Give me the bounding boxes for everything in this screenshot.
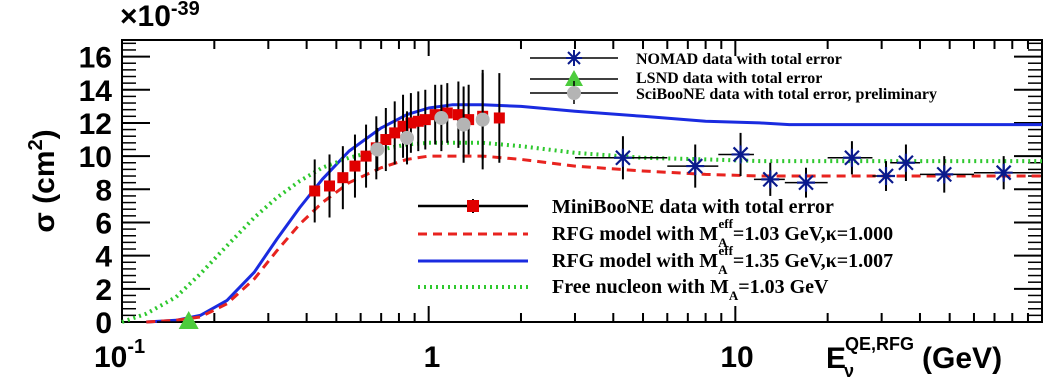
miniboone-point <box>493 112 505 124</box>
data-points <box>156 69 1042 329</box>
curve-free-nucleon-with-m-a-1-03-gev <box>121 140 1042 324</box>
miniboone-point <box>309 185 321 197</box>
sciboone-point <box>370 142 385 157</box>
sciboone-point <box>434 110 449 125</box>
y-tick-label-6: 6 <box>95 207 112 240</box>
legend-rfg103-label: RFG model with MAeff=1.03 GeV,κ=1.000 <box>552 216 893 250</box>
nomad-point <box>731 145 750 164</box>
miniboone-point <box>349 160 361 172</box>
legend-nomad-star-icon <box>566 50 582 66</box>
y-tick-label-12: 12 <box>79 108 112 141</box>
miniboone-point <box>441 107 453 119</box>
miniboone-point <box>419 114 431 126</box>
nomad-point <box>935 165 954 184</box>
legend-lsnd-label: LSND data with total error <box>636 70 822 87</box>
y-tick-label-2: 2 <box>95 274 112 307</box>
miniboone-point <box>324 180 336 192</box>
legend-miniboone-label: MiniBooNE data with total error <box>552 196 834 218</box>
miniboone-point <box>452 109 464 121</box>
x-tick-label-0.1: 10-1 <box>94 336 145 374</box>
legend-top: NOMAD data with total error LSND data wi… <box>530 50 937 104</box>
curve-rfg-model-with-m-a-eff-1-03-gev-1-000 <box>146 154 1042 324</box>
x-axis-title: EνQE,RFG (GeV) <box>826 334 1002 381</box>
nomad-point <box>761 170 780 189</box>
legend-lsnd-triangle-icon <box>565 70 583 86</box>
nomad-point <box>896 153 915 172</box>
legend-rfg135-label: RFG model with MAeff=1.35 GeV,κ=1.007 <box>552 243 893 277</box>
legend-miniboone-square-icon <box>467 200 479 212</box>
axis-ticks <box>121 40 1043 323</box>
miniboone-point <box>405 117 417 129</box>
miniboone-point <box>429 109 441 121</box>
y-tick-label-8: 8 <box>95 174 112 207</box>
miniboone-point <box>397 120 409 132</box>
y-tick-label-4: 4 <box>95 241 112 274</box>
legend-bottom: MiniBooNE data with total error RFG mode… <box>418 196 893 303</box>
y-tick-label-16: 16 <box>79 42 112 75</box>
miniboone-point <box>360 150 372 162</box>
miniboone-point <box>389 127 401 139</box>
legend-sciboone-circle-icon <box>567 86 581 100</box>
miniboone-point <box>337 172 349 184</box>
y-tick-label-0: 0 <box>95 307 112 340</box>
legend-free-nucleon-label: Free nucleon with MA=1.03 GeV <box>552 276 829 303</box>
nomad-point <box>994 163 1013 182</box>
x-tick-label-10: 10 <box>720 341 753 374</box>
y-tick-label-14: 14 <box>79 75 113 108</box>
x-tick-label-1: 1 <box>424 341 441 374</box>
y-exponent-label: ×10-39 <box>120 0 200 33</box>
miniboone-point <box>412 115 424 127</box>
miniboone-point <box>463 114 475 126</box>
legend-sciboone-label: SciBooNE data with total error, prelimin… <box>636 86 937 103</box>
sciboone-point <box>475 112 490 127</box>
plot-frame <box>121 39 1043 323</box>
legend-nomad-label: NOMAD data with total error <box>636 51 842 68</box>
sciboone-point <box>400 130 415 145</box>
nomad-point <box>797 173 816 192</box>
y-axis-title: σ (cm2) <box>25 129 61 232</box>
lsnd-point <box>178 311 199 329</box>
nomad-point <box>877 167 896 186</box>
nomad-point <box>686 157 705 176</box>
sciboone-point <box>456 117 471 132</box>
miniboone-point <box>380 134 392 146</box>
y-tick-label-10: 10 <box>79 141 112 174</box>
nomad-point <box>842 148 861 167</box>
nomad-point <box>613 148 632 167</box>
